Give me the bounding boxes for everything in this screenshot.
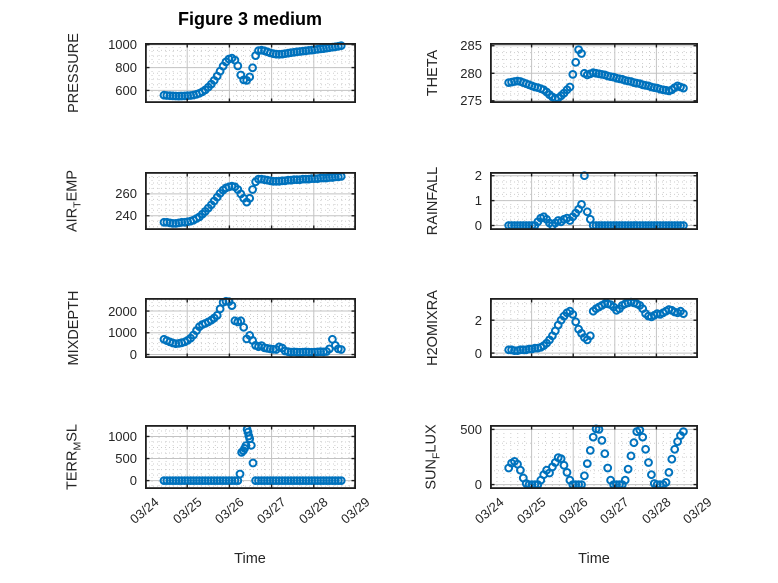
x-tick-label: 03/29 bbox=[338, 494, 373, 527]
axes-box bbox=[489, 424, 698, 490]
y-tick-label: 0 bbox=[474, 477, 482, 493]
y-tick-label: 2 bbox=[474, 168, 482, 184]
y-tick-label: 275 bbox=[460, 93, 482, 109]
y-tick-label: 1000 bbox=[108, 325, 137, 341]
y-axis-label: TERRMSL bbox=[64, 424, 84, 490]
y-tick-label: 260 bbox=[115, 186, 137, 202]
subplot-pressure: 600 800 1000 PRESSURE bbox=[66, 33, 356, 113]
plot-area bbox=[489, 42, 698, 104]
y-axis-label: PRESSURE bbox=[66, 33, 82, 113]
y-axis-label: MIXDEPTH bbox=[66, 290, 82, 366]
x-tick-label: 03/28 bbox=[296, 494, 331, 527]
y-tick-label: 280 bbox=[460, 65, 482, 81]
tick-marks bbox=[490, 43, 698, 103]
axes-box bbox=[144, 42, 356, 104]
y-tick-label: 500 bbox=[115, 451, 137, 467]
subplot-terr-msl: 0 500 1000 TERRMSL 03/24 03/25 03/26 03/27 03/28… bbox=[65, 424, 373, 527]
subplot-h2omixra: 0 2 H2OMIXRA bbox=[425, 290, 698, 366]
x-axis-label-right: Time bbox=[578, 551, 610, 567]
axes-box bbox=[144, 171, 356, 231]
y-axis-label: RAINFALL bbox=[425, 166, 441, 236]
plot-area bbox=[489, 297, 698, 359]
tick-marks bbox=[490, 172, 698, 230]
figure-title: Figure 3 medium bbox=[177, 9, 323, 29]
y-tick-label: 0 bbox=[474, 218, 482, 234]
y-axis-label: H2OMIXRA bbox=[425, 290, 441, 366]
plot-area bbox=[144, 41, 356, 104]
tick-marks bbox=[145, 172, 356, 230]
y-tick-label: 500 bbox=[460, 421, 482, 437]
subplot-mixdepth: 0 1000 2000 MIXDEPTH bbox=[66, 291, 356, 365]
x-tick-label: 03/27 bbox=[597, 494, 632, 527]
y-axis-label: SUNFLUX bbox=[423, 424, 443, 490]
minor-grid bbox=[145, 425, 356, 489]
axes-box bbox=[144, 297, 356, 359]
scatter-series-sun_flux bbox=[504, 424, 688, 489]
plot-area bbox=[489, 171, 698, 231]
tick-marks bbox=[145, 43, 356, 103]
minor-grid bbox=[490, 43, 698, 103]
y-tick-label: 1000 bbox=[108, 428, 137, 444]
scatter-series-mixdepth bbox=[159, 296, 346, 357]
tick-marks bbox=[145, 298, 356, 358]
scatter-series-pressure bbox=[159, 41, 346, 101]
axes-box bbox=[489, 297, 698, 359]
tick-marks bbox=[490, 425, 698, 489]
x-tick-label: 03/24 bbox=[127, 494, 162, 527]
tick-marks bbox=[145, 425, 356, 489]
scatter-series-theta bbox=[504, 45, 688, 103]
scatter-series-h2omixra bbox=[504, 297, 688, 355]
x-tick-label: 03/24 bbox=[472, 494, 507, 527]
scatter-series-air_temp bbox=[159, 172, 346, 228]
x-tick-label: 03/27 bbox=[254, 494, 289, 527]
axes-box bbox=[144, 424, 356, 490]
subplot-air-temp: 240 260 AIRTEMP bbox=[65, 170, 356, 232]
subplot-theta: 275 280 285 THETA bbox=[425, 39, 698, 107]
tick-marks bbox=[490, 298, 698, 358]
y-tick-label: 285 bbox=[460, 38, 482, 54]
plot-area bbox=[144, 424, 356, 490]
y-tick-label: 1000 bbox=[108, 37, 137, 53]
x-tick-label: 03/26 bbox=[211, 494, 247, 527]
y-tick-label: 0 bbox=[474, 345, 482, 361]
y-tick-label: 2000 bbox=[108, 303, 137, 319]
y-tick-label: 600 bbox=[115, 82, 137, 98]
x-tick-label: 03/26 bbox=[555, 494, 591, 527]
y-axis-label: THETA bbox=[425, 49, 441, 97]
x-tick-label: 03/29 bbox=[680, 494, 715, 527]
subplot-rainfall: 0 1 2 RAINFALL bbox=[425, 167, 698, 235]
subplot-sun-flux: 0 500 SUNFLUX 03/24 03/25 03/26 03/27 03/28 03/2… bbox=[424, 423, 715, 527]
y-tick-label: 0 bbox=[129, 473, 137, 489]
y-tick-label: 800 bbox=[115, 60, 137, 76]
x-tick-label: 03/28 bbox=[638, 494, 674, 527]
plot-area bbox=[144, 171, 356, 231]
y-tick-label: 240 bbox=[115, 208, 137, 224]
y-tick-label: 0 bbox=[129, 347, 137, 363]
y-tick-label: 2 bbox=[474, 312, 482, 328]
x-axis-label-left: Time bbox=[234, 551, 266, 567]
x-tick-label: 03/25 bbox=[169, 494, 205, 527]
y-axis-label: AIRTEMP bbox=[64, 169, 84, 233]
plot-area bbox=[489, 424, 698, 490]
plot-area bbox=[144, 296, 356, 359]
y-tick-label: 1 bbox=[474, 193, 482, 209]
x-tick-label: 03/25 bbox=[514, 494, 549, 527]
